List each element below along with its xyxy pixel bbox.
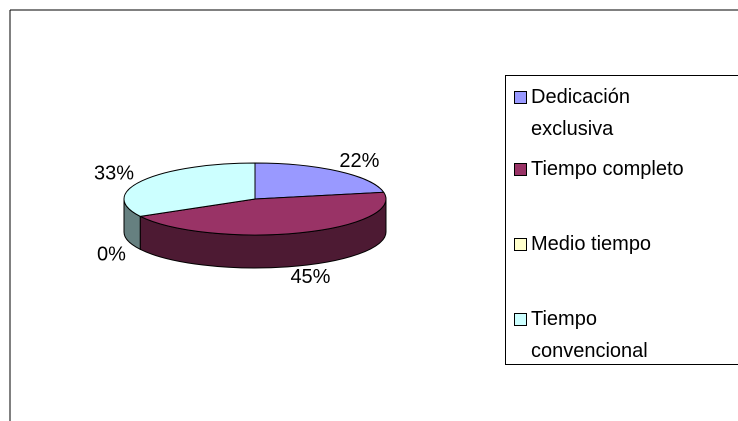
data-label: 0% [97,244,126,266]
legend-item: Dedicación exclusiva [514,81,714,145]
slice [123,162,256,217]
legend-item: Tiempo convencional [514,303,714,367]
slice [254,162,385,200]
legend-item: Medio tiempo [514,228,714,260]
legend-label: Tiempo convencional [531,308,648,362]
legend-item: Tiempo completo [514,153,714,185]
data-label: 45% [290,266,330,288]
legend-swatch [514,313,527,326]
legend-label: Dedicación exclusiva [531,86,630,140]
legend-swatch [514,163,527,176]
data-label: 33% [94,163,134,185]
legend-label: Medio tiempo [531,233,652,255]
data-label: 22% [339,150,379,172]
legend-swatch [514,91,527,104]
legend-label: Tiempo completo [531,158,684,180]
legend-swatch [514,238,527,251]
legend: Dedicación exclusiva Tiempo completo Medio… [505,75,738,365]
slice [138,191,387,236]
